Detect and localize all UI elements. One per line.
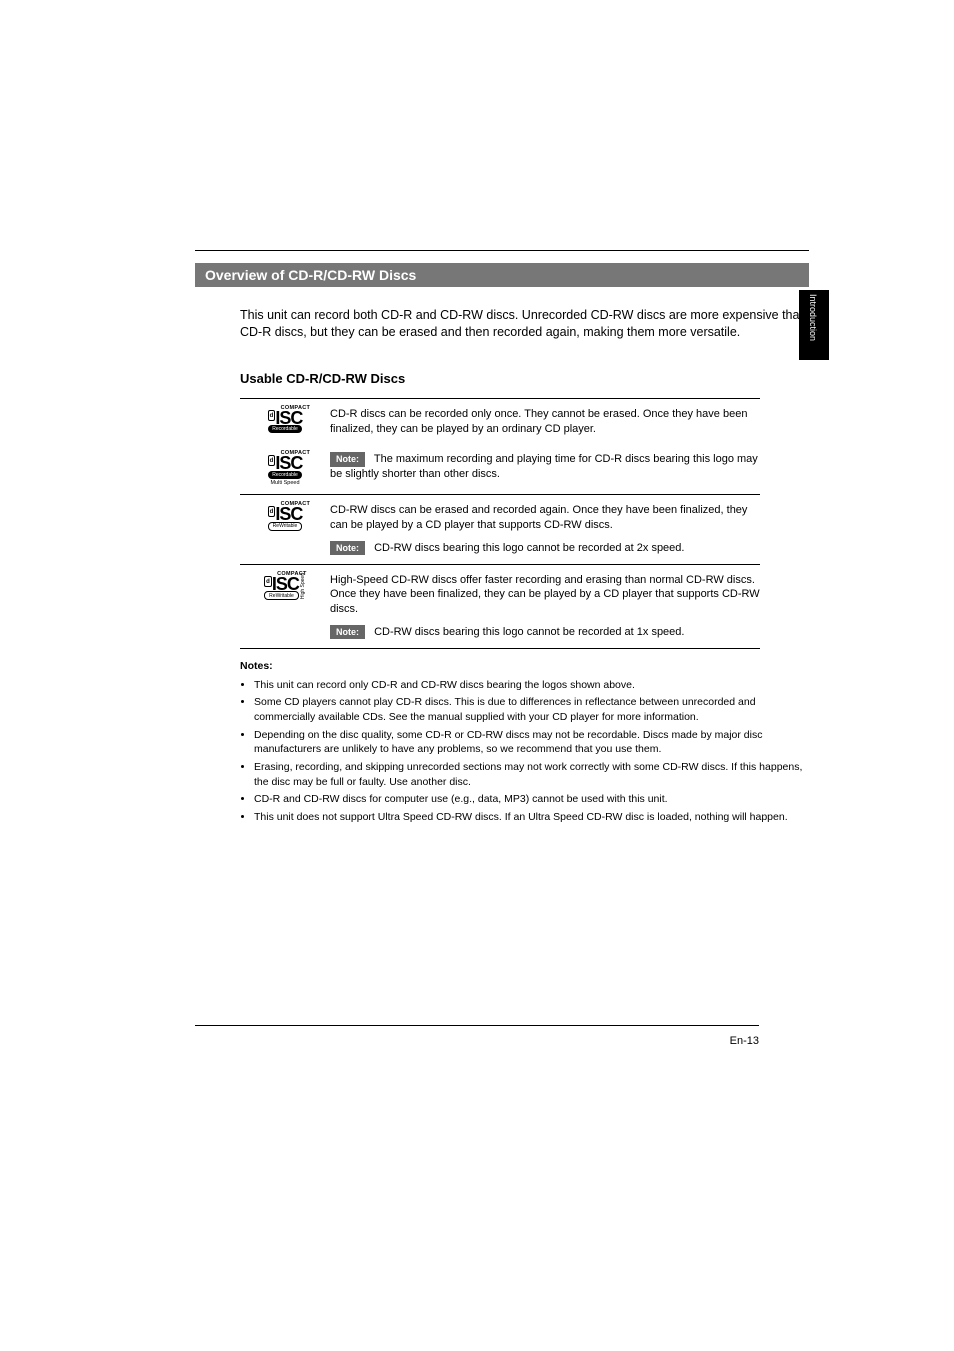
page-number: En-13: [730, 1035, 759, 1047]
note-badge: Note:: [330, 452, 365, 466]
disc-table: dCOMPACTISC Recordable CD-R discs can be…: [240, 398, 760, 649]
disc-row: dCOMPACTISC Recordable CD-R discs can be…: [240, 398, 760, 445]
cd-rw-highspeed-logo: dCOMPACTISC ReWritable High Speed: [264, 573, 306, 601]
top-rule: [195, 250, 809, 251]
disc-row: dCOMPACTISC ReWritable High Speed High-S…: [240, 564, 760, 649]
cd-r-logo: dCOMPACTISC Recordable: [268, 407, 303, 434]
side-tab: Introduction: [799, 290, 829, 360]
logo-side: High Speed: [300, 573, 306, 599]
note-badge: Note:: [330, 625, 365, 639]
note-text: CD-RW discs bearing this logo cannot be …: [374, 626, 684, 638]
note-item: This unit does not support Ultra Speed C…: [254, 810, 809, 825]
side-tab-label: Introduction: [808, 294, 818, 341]
note-item: This unit can record only CD-R and CD-RW…: [254, 678, 809, 693]
cd-r-multispeed-logo: dCOMPACTISC Recordable Multi Speed: [268, 452, 303, 486]
disc-logo-col: dCOMPACTISC Recordable: [240, 407, 330, 434]
footer-rule: [195, 1025, 759, 1026]
disc-logo-col: dCOMPACTISC ReWritable: [240, 503, 330, 531]
note-item: Erasing, recording, and skipping unrecor…: [254, 760, 809, 789]
note-badge: Note:: [330, 541, 365, 555]
disc-desc: CD-RW discs can be erased and recorded a…: [330, 503, 760, 556]
note-text: The maximum recording and playing time f…: [330, 453, 758, 480]
note-item: Depending on the disc quality, some CD-R…: [254, 728, 809, 757]
cd-rw-logo: dCOMPACTISC ReWritable: [268, 503, 303, 531]
disc-logo-col: dCOMPACTISC ReWritable High Speed: [240, 573, 330, 601]
notes-heading: Notes:: [240, 660, 273, 672]
notes-list: This unit can record only CD-R and CD-RW…: [240, 678, 809, 825]
subheading: Usable CD-R/CD-RW Discs: [240, 371, 809, 386]
disc-desc: Note: The maximum recording and playing …: [330, 452, 760, 482]
section-header: Overview of CD-R/CD-RW Discs: [195, 263, 809, 287]
disc-row: dCOMPACTISC Recordable Multi Speed Note:…: [240, 444, 760, 494]
notes-block: Notes: This unit can record only CD-R an…: [240, 659, 809, 825]
intro-paragraph: This unit can record both CD-R and CD-RW…: [240, 307, 809, 341]
disc-row: dCOMPACTISC ReWritable CD-RW discs can b…: [240, 494, 760, 564]
disc-desc: CD-R discs can be recorded only once. Th…: [330, 407, 760, 437]
note-text: CD-RW discs bearing this logo cannot be …: [374, 542, 684, 554]
logo-extra: Multi Speed: [270, 480, 299, 486]
disc-desc: High-Speed CD-RW discs offer faster reco…: [330, 573, 760, 640]
note-item: CD-R and CD-RW discs for computer use (e…: [254, 792, 809, 807]
disc-logo-col: dCOMPACTISC Recordable Multi Speed: [240, 452, 330, 486]
note-item: Some CD players cannot play CD-R discs. …: [254, 695, 809, 724]
